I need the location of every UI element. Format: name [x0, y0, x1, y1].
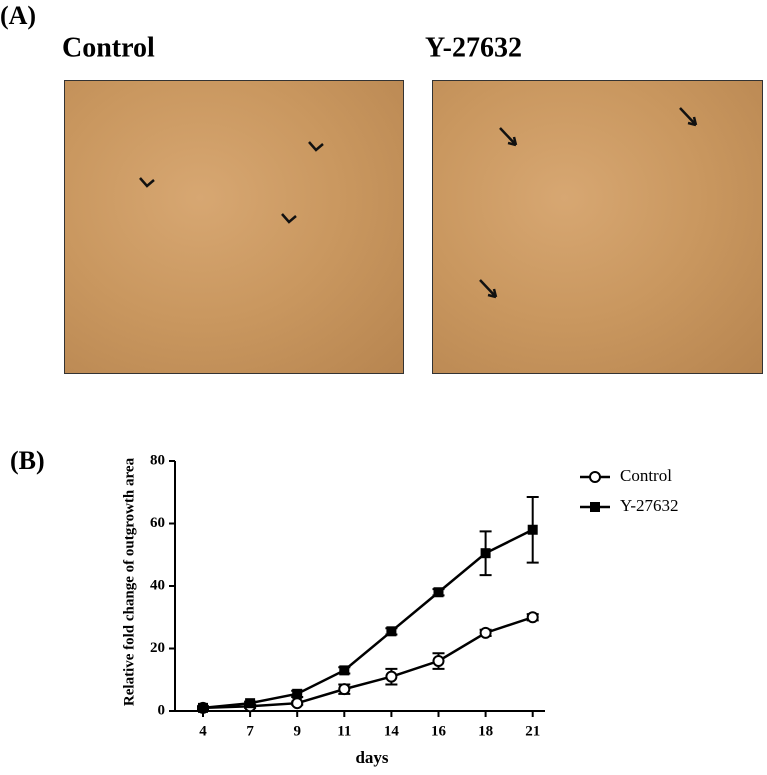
marker — [339, 665, 350, 676]
y-tick-label: 80 — [150, 452, 165, 468]
x-tick-label: 14 — [384, 723, 400, 739]
x-tick-label: 11 — [337, 723, 351, 739]
panel-label: (A) — [0, 1, 36, 30]
legend-label: Control — [620, 466, 672, 485]
marker — [292, 688, 303, 699]
y-tick-label: 20 — [150, 640, 165, 656]
arrowhead — [308, 141, 324, 152]
x-tick-label: 21 — [525, 723, 540, 739]
image-title: Control — [62, 32, 155, 63]
micrograph-control — [64, 80, 404, 374]
arrow — [679, 107, 698, 127]
y-tick-label: 0 — [158, 702, 166, 718]
marker — [245, 698, 256, 709]
marker — [590, 502, 600, 512]
x-tick-label: 16 — [431, 723, 447, 739]
arrow — [479, 279, 498, 299]
marker — [291, 697, 304, 710]
marker — [385, 670, 398, 683]
y-tick-label: 40 — [150, 577, 165, 593]
arrowhead — [139, 177, 155, 188]
marker — [433, 587, 444, 598]
marker — [198, 702, 208, 713]
series-line — [202, 528, 534, 710]
image-title: Y-27632 — [425, 32, 522, 63]
marker — [526, 611, 539, 624]
y-tick-label: 60 — [150, 515, 165, 531]
arrowhead — [281, 213, 297, 224]
marker — [480, 548, 491, 559]
series-line — [202, 616, 534, 710]
x-tick-label: 18 — [478, 723, 493, 739]
marker — [432, 655, 445, 667]
legend-label: Y-27632 — [620, 496, 679, 515]
marker — [589, 471, 601, 483]
marker — [479, 626, 492, 639]
x-tick-label: 7 — [246, 723, 254, 739]
marker — [386, 626, 397, 637]
micrograph-y27632 — [432, 80, 763, 374]
arrow — [499, 127, 518, 147]
panel-label: (B) — [10, 446, 45, 475]
x-tick-label: 9 — [293, 723, 301, 739]
annotation-marks — [139, 107, 698, 299]
y-axis-title: Relative fold change of outgrowth area — [121, 457, 137, 706]
marker — [527, 524, 538, 535]
marker — [338, 683, 351, 696]
x-axis-title: days — [355, 748, 388, 767]
x-tick-label: 4 — [199, 723, 207, 739]
